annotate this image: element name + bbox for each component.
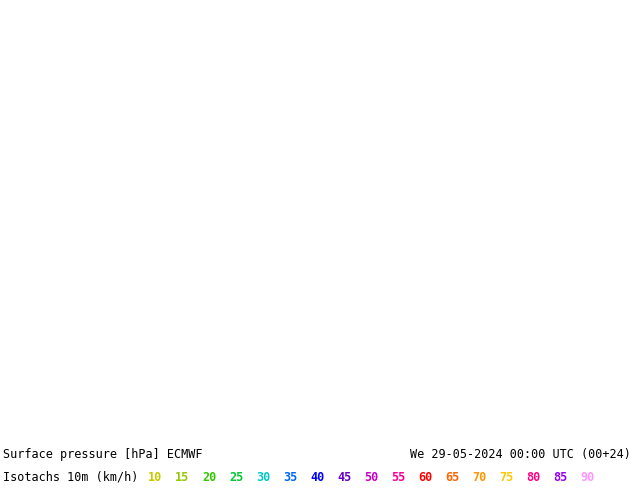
Text: 15: 15 bbox=[175, 470, 190, 484]
Text: We 29-05-2024 00:00 UTC (00+24): We 29-05-2024 00:00 UTC (00+24) bbox=[410, 447, 631, 461]
Text: 20: 20 bbox=[202, 470, 216, 484]
Text: 60: 60 bbox=[418, 470, 432, 484]
Text: 80: 80 bbox=[526, 470, 540, 484]
Text: Surface pressure [hPa] ECMWF: Surface pressure [hPa] ECMWF bbox=[3, 447, 202, 461]
Text: 70: 70 bbox=[472, 470, 486, 484]
Text: 75: 75 bbox=[499, 470, 514, 484]
Text: Isotachs 10m (km/h): Isotachs 10m (km/h) bbox=[3, 470, 138, 484]
Text: 85: 85 bbox=[553, 470, 567, 484]
Text: 25: 25 bbox=[229, 470, 243, 484]
Text: 30: 30 bbox=[256, 470, 270, 484]
Text: 50: 50 bbox=[364, 470, 378, 484]
Text: 10: 10 bbox=[148, 470, 162, 484]
Text: 40: 40 bbox=[310, 470, 324, 484]
Text: 35: 35 bbox=[283, 470, 297, 484]
Text: 65: 65 bbox=[445, 470, 459, 484]
Text: 55: 55 bbox=[391, 470, 405, 484]
Text: 90: 90 bbox=[580, 470, 594, 484]
Text: 45: 45 bbox=[337, 470, 351, 484]
